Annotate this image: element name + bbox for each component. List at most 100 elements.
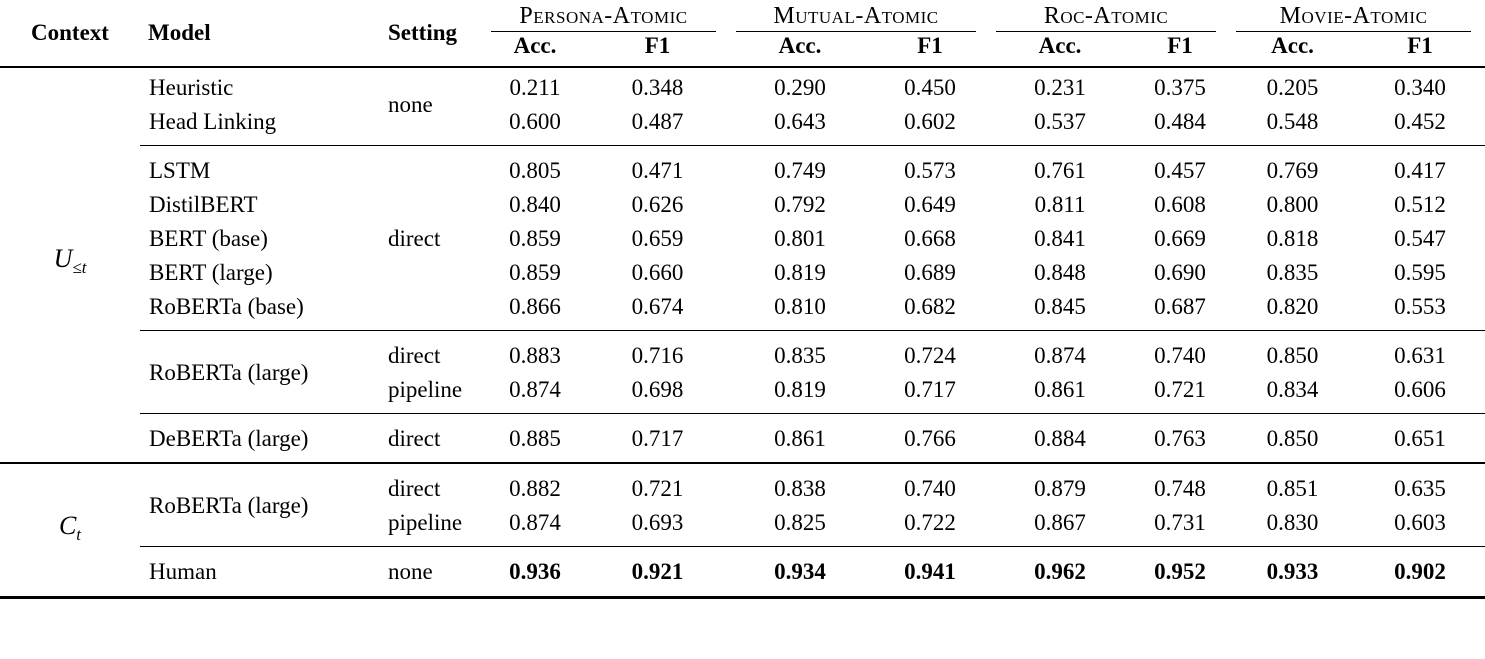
model-cell: BERT (base) (149, 226, 268, 251)
model-column-header: Model (140, 0, 380, 68)
model-cell: Head Linking (140, 105, 380, 146)
metric-cell: 0.375 (1154, 75, 1206, 100)
metric-cell: 0.669 (1154, 226, 1206, 251)
metric-cell: 0.882 (509, 476, 561, 501)
metric-cell: 0.724 (904, 343, 956, 368)
metric-cell: 0.740 (904, 476, 956, 501)
metric-cell: 0.952 (1130, 546, 1231, 599)
metric-cell: 0.722 (870, 506, 991, 547)
setting-cell: direct (380, 413, 485, 464)
metric-cell: 0.867 (990, 506, 1131, 547)
metric-cell: 0.805 (509, 158, 561, 183)
metric-cell: 0.717 (585, 413, 730, 464)
metric-cell: 0.649 (904, 192, 956, 217)
metric-cell: 0.537 (990, 105, 1131, 146)
context-column-header: Context (0, 0, 140, 68)
metric-cell: 0.818 (1266, 226, 1319, 251)
metric-cell: 0.884 (990, 413, 1131, 464)
acc-header-mutual: Acc. (730, 32, 870, 68)
setting-cell: pipeline (380, 506, 485, 547)
context-cell-u: U≤t (0, 67, 140, 464)
metric-cell: 0.811 (1034, 192, 1086, 217)
table-header: Context Model Setting Persona-Atomic Mut… (0, 0, 1485, 68)
metric-cell: 0.487 (585, 105, 730, 146)
table-row: BERT (base) 0.859 0.659 0.801 0.668 0.84… (0, 222, 1485, 256)
metric-cell: 0.841 (1034, 226, 1086, 251)
model-cell: Human (140, 546, 380, 599)
metric-cell: 0.573 (904, 158, 956, 183)
metric-cell: 0.290 (774, 75, 826, 100)
metric-cell: 0.883 (509, 343, 561, 368)
table-row: Ct RoBERTa (large) direct 0.882 0.721 0.… (0, 463, 1485, 599)
metric-cell: 0.602 (870, 105, 991, 146)
metric-cell: 0.801 (774, 226, 826, 251)
setting-cell: direct (380, 145, 485, 331)
metric-cell: 0.748 (1154, 476, 1206, 501)
table-row: Head Linking 0.600 0.487 0.643 0.602 0.5… (0, 105, 1485, 146)
metric-cell: 0.861 (990, 373, 1131, 414)
metric-cell: 0.731 (1130, 506, 1231, 547)
metric-cell: 0.763 (1130, 413, 1231, 464)
metric-cell: 0.553 (1355, 290, 1485, 331)
table-row: pipeline 0.874 0.693 0.825 0.722 0.867 0… (0, 506, 1485, 547)
model-cell: RoBERTa (large) (140, 463, 380, 547)
metric-cell: 0.450 (904, 75, 956, 100)
metric-cell: 0.626 (631, 192, 684, 217)
context-cell-c: Ct (0, 463, 140, 599)
metric-cell: 0.792 (774, 192, 826, 217)
metric-cell: 0.693 (585, 506, 730, 547)
metric-cell: 0.819 (730, 373, 870, 414)
metric-cell: 0.547 (1394, 226, 1446, 251)
metric-cell: 0.845 (990, 290, 1131, 331)
metric-cell: 0.348 (631, 75, 684, 100)
metric-cell: 0.717 (870, 373, 991, 414)
metric-cell: 0.941 (870, 546, 991, 599)
metric-cell: 0.848 (1034, 260, 1086, 285)
metric-cell: 0.643 (730, 105, 870, 146)
f1-header-movie: F1 (1355, 32, 1485, 68)
metric-cell: 0.874 (485, 506, 585, 547)
metric-cell: 0.651 (1355, 413, 1485, 464)
metric-cell: 0.840 (509, 192, 561, 217)
metric-cell: 0.512 (1394, 192, 1446, 217)
metric-cell: 0.819 (774, 260, 826, 285)
context-subscript: t (76, 525, 82, 545)
metric-cell: 0.902 (1355, 546, 1485, 599)
metric-cell: 0.659 (631, 226, 684, 251)
model-cell: DistilBERT (149, 192, 258, 217)
acc-header-persona: Acc. (485, 32, 585, 68)
metric-cell: 0.962 (990, 546, 1131, 599)
context-symbol: U (53, 243, 73, 273)
metric-cell: 0.340 (1394, 75, 1446, 100)
metric-cell: 0.211 (509, 75, 561, 100)
metric-cell: 0.850 (1230, 413, 1356, 464)
metric-cell: 0.635 (1394, 476, 1446, 501)
setting-cell: direct (388, 343, 441, 368)
metric-cell: 0.934 (730, 546, 870, 599)
setting-column-header: Setting (380, 0, 485, 68)
metric-cell: 0.830 (1230, 506, 1356, 547)
metric-cell: 0.851 (1266, 476, 1319, 501)
metric-cell: 0.859 (509, 226, 561, 251)
setting-cell: direct (388, 476, 441, 501)
model-cell: BERT (large) (149, 260, 273, 285)
metric-cell: 0.457 (1154, 158, 1206, 183)
setting-cell: pipeline (380, 373, 485, 414)
metric-cell: 0.879 (1034, 476, 1086, 501)
metric-cell: 0.835 (774, 343, 826, 368)
model-cell: RoBERTa (base) (140, 290, 380, 331)
metric-cell: 0.606 (1355, 373, 1485, 414)
metric-cell: 0.721 (631, 476, 684, 501)
metric-cell: 0.766 (870, 413, 991, 464)
metric-cell: 0.835 (1266, 260, 1319, 285)
metric-cell: 0.740 (1154, 343, 1206, 368)
metric-cell: 0.452 (1355, 105, 1485, 146)
model-cell: RoBERTa (large) (140, 330, 380, 414)
metric-cell: 0.682 (870, 290, 991, 331)
metric-cell: 0.689 (904, 260, 956, 285)
metric-cell: 0.417 (1394, 158, 1446, 183)
model-cell: LSTM (149, 158, 211, 183)
context-subscript: ≤t (72, 258, 87, 278)
metric-cell: 0.838 (774, 476, 826, 501)
metric-cell: 0.859 (509, 260, 561, 285)
